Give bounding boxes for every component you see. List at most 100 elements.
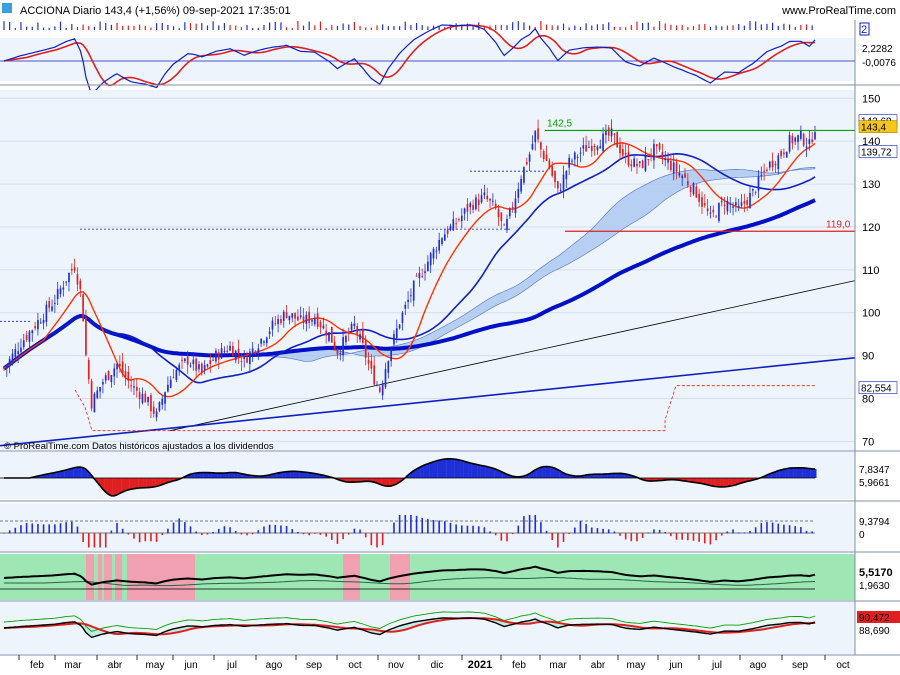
candle-body	[133, 386, 135, 388]
indicator-2-bar	[314, 533, 316, 534]
indicator-4-value-2: 88,690	[859, 626, 890, 637]
indicator-2-bar	[438, 520, 440, 534]
candle-body	[723, 204, 726, 206]
volume-bar	[472, 26, 474, 30]
volume-bar	[585, 23, 587, 30]
volume-bar	[738, 24, 740, 30]
candle-body	[246, 357, 248, 363]
candle-body	[616, 132, 619, 148]
candle-body	[746, 200, 749, 205]
candle-body	[164, 392, 166, 404]
candle-body	[455, 223, 457, 225]
volume-bar	[574, 25, 576, 30]
volume-bar	[698, 24, 700, 30]
volume-bar	[37, 22, 39, 30]
indicator-2-bar	[14, 527, 17, 534]
volume-bar	[110, 24, 112, 30]
candle-body	[169, 379, 172, 388]
indicator-2-bar	[87, 533, 90, 548]
candle-body	[42, 319, 45, 324]
candle-body	[376, 384, 378, 386]
trend-line-blue	[0, 356, 856, 447]
candle-body	[548, 160, 551, 168]
volume-bar	[393, 26, 395, 30]
candle-body	[251, 348, 254, 356]
candle-body	[435, 250, 438, 252]
volume-bar	[704, 23, 706, 30]
candle-body	[268, 331, 271, 335]
candle-body	[99, 387, 101, 392]
candle-body	[735, 202, 737, 206]
indicator-2-value-1: 9,3794	[859, 517, 890, 528]
volume-bar	[483, 27, 485, 30]
indicator-2-bar	[630, 533, 633, 542]
candle-body	[155, 411, 158, 418]
volume-bar	[359, 25, 361, 30]
indicator-2-bar	[178, 518, 180, 534]
candle-body	[90, 380, 93, 409]
chart-menu-icon[interactable]	[2, 3, 12, 13]
candle-body	[763, 170, 765, 172]
price-tick-label: 150	[862, 93, 880, 105]
indicator-2-bar	[771, 522, 774, 534]
candle-body	[494, 203, 497, 209]
indicator-2-bar	[31, 523, 34, 534]
volume-bar	[382, 24, 384, 30]
top-indicator-value-2: -0,0076	[862, 58, 896, 69]
candle-body	[68, 273, 70, 283]
volume-bar	[613, 27, 615, 30]
candle-body	[362, 328, 364, 343]
volume-bar	[93, 26, 96, 30]
candle-body	[751, 188, 754, 191]
indicator-2-bar	[82, 533, 84, 542]
indicator-2-bar	[658, 529, 661, 534]
indicator-2-bar	[743, 532, 746, 534]
indicator-2-bar	[376, 533, 378, 548]
indicator-2-bar	[263, 526, 265, 534]
candle-body	[588, 146, 590, 148]
candle-body	[265, 337, 268, 344]
indicator-2-bar	[8, 530, 11, 534]
volume-bar	[331, 25, 333, 30]
volume-bar	[274, 21, 276, 30]
indicator-2-bar	[393, 522, 395, 534]
candle-body	[82, 294, 84, 322]
indicator-2-value-2: 0	[859, 530, 865, 541]
candle-body	[579, 152, 582, 154]
candle-body	[627, 151, 630, 166]
candle-body	[446, 229, 449, 234]
candle-body	[472, 204, 474, 210]
volume-bar	[105, 23, 107, 30]
candle-body	[475, 197, 477, 210]
collapse-button[interactable]	[859, 22, 870, 36]
volume-bar	[670, 24, 672, 30]
indicator-2-bar	[65, 522, 67, 534]
candle-body	[794, 137, 797, 142]
candle-body	[483, 192, 486, 196]
volume-bar	[246, 24, 248, 30]
price-tag-label: 143,4	[861, 123, 886, 134]
volume-bar	[325, 27, 327, 30]
candle-body	[785, 151, 788, 158]
volume-bar	[788, 24, 791, 30]
candle-body	[593, 146, 596, 148]
candle-body	[638, 161, 641, 164]
indicator-2-bar	[732, 529, 734, 534]
time-tick-label: mar	[64, 660, 82, 671]
volume-bar	[263, 24, 265, 30]
candle-body	[198, 364, 200, 370]
candle-body	[670, 160, 672, 170]
volume-bar	[438, 26, 440, 30]
candle-body	[783, 152, 785, 155]
candle-body	[395, 328, 398, 338]
indicator-2-bar	[364, 533, 367, 538]
candle-body	[605, 131, 607, 136]
candle-body	[308, 311, 311, 323]
candle-body	[339, 353, 342, 355]
candle-body	[65, 281, 68, 283]
indicator-2-bar	[726, 531, 729, 534]
candle-body	[768, 161, 771, 168]
candle-body	[172, 377, 175, 379]
indicator-2-bar	[404, 515, 407, 534]
